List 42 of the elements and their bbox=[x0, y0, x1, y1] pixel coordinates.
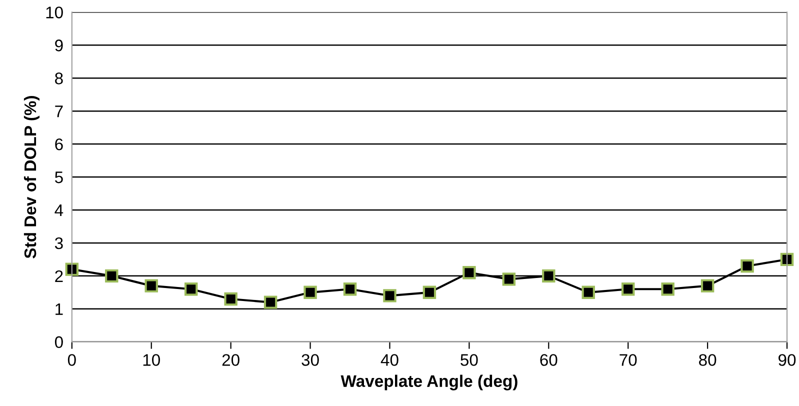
point bbox=[304, 286, 317, 299]
point bbox=[383, 289, 396, 302]
y-tick-label: 0 bbox=[54, 336, 63, 348]
y-tick-label: 3 bbox=[54, 237, 63, 250]
point bbox=[740, 259, 754, 273]
x-tick-label: 30 bbox=[302, 354, 319, 366]
point bbox=[65, 262, 79, 276]
point bbox=[184, 282, 198, 296]
y-tick-label: 9 bbox=[55, 40, 63, 52]
point bbox=[224, 292, 238, 306]
x-tick-label: 40 bbox=[380, 354, 398, 366]
y-tick-label: 2 bbox=[55, 270, 63, 282]
x-tick-label: 80 bbox=[699, 354, 716, 366]
x-tick-label: 20 bbox=[222, 354, 240, 366]
x-tick-label: 60 bbox=[540, 354, 558, 366]
y-tick-label: 10 bbox=[46, 6, 63, 18]
point bbox=[462, 266, 476, 280]
y-tick-label: 6 bbox=[55, 138, 63, 150]
y-tick-label: 1 bbox=[56, 303, 63, 315]
x-tick-label: 0 bbox=[68, 354, 76, 366]
point bbox=[661, 282, 674, 296]
y-axis-title: Std Dev of DOLP (%) bbox=[24, 96, 40, 258]
y-tick-label: 7 bbox=[55, 106, 63, 118]
point bbox=[105, 269, 118, 283]
point bbox=[502, 272, 516, 286]
x-tick-label: 90 bbox=[778, 354, 796, 366]
point bbox=[144, 279, 158, 292]
point bbox=[343, 282, 357, 296]
x-axis-title: Waveplate Angle (deg) bbox=[340, 374, 518, 390]
point bbox=[622, 282, 635, 296]
y-tick-label: 5 bbox=[54, 172, 63, 184]
y-tick-label: 4 bbox=[54, 204, 64, 216]
point bbox=[542, 269, 556, 283]
point bbox=[780, 252, 794, 266]
point bbox=[264, 296, 278, 309]
point bbox=[700, 279, 714, 292]
y-tick-label: 8 bbox=[55, 72, 63, 84]
x-tick-label: 10 bbox=[143, 354, 160, 366]
point bbox=[582, 286, 595, 299]
x-tick-label: 50 bbox=[460, 354, 478, 366]
point bbox=[422, 286, 436, 299]
x-tick-label: 70 bbox=[620, 354, 637, 366]
